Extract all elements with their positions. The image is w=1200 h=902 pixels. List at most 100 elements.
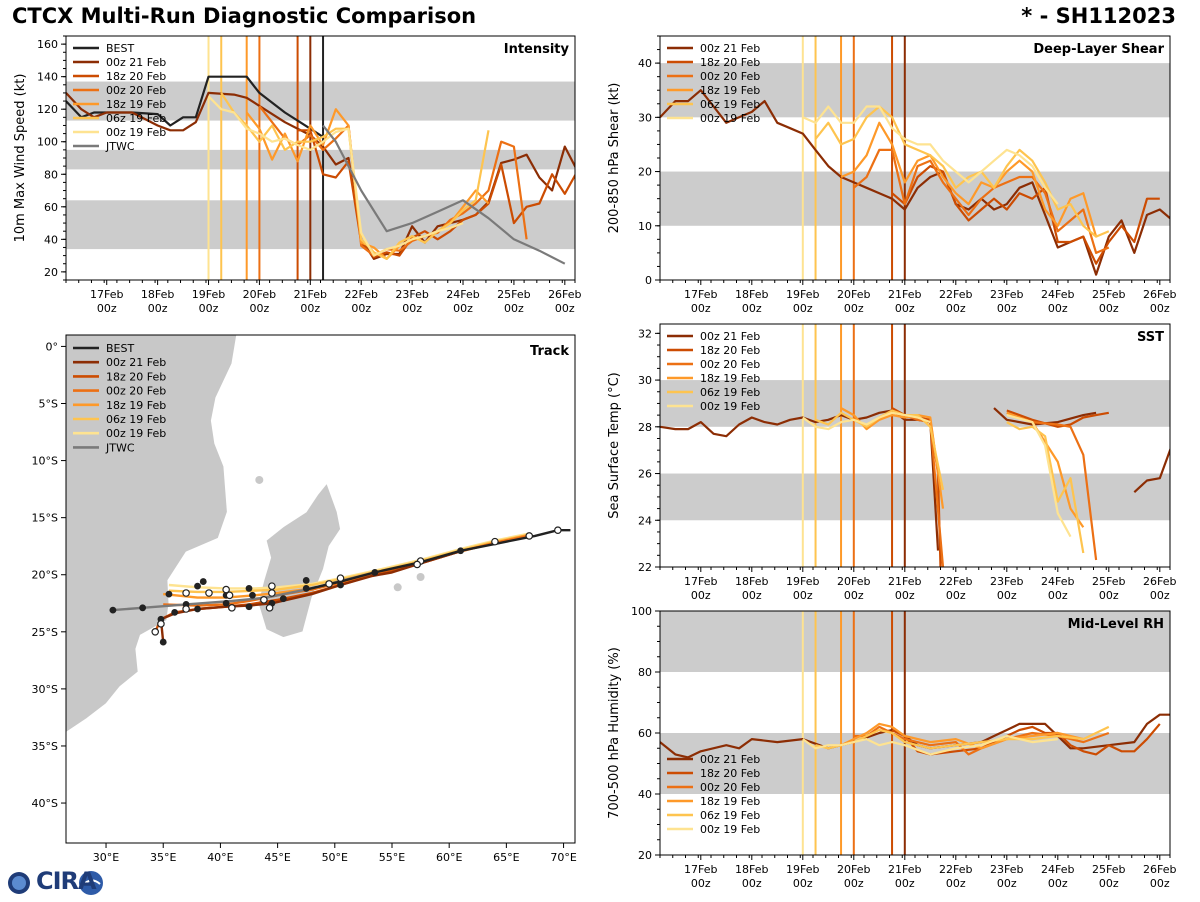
x-tick-label: 00z [148,302,168,315]
track-marker-filled [457,547,465,555]
legend-label: 06z 19 Feb [700,809,760,822]
series-line-best-0 [66,75,324,138]
track-marker-filled [165,590,173,598]
x-tick-label: 21Feb [294,288,327,301]
panel-title: SST [1137,330,1164,345]
x-tick-label: 18Feb [141,288,174,301]
y-tick-label: 40 [44,233,58,246]
legend-label: 18z 19 Feb [700,84,760,97]
x-tick-label: 00z [351,302,371,315]
x-tick-label: 00z [742,302,762,315]
cira-logo-graphic [8,871,103,895]
track-marker-open [325,580,333,588]
x-tick-label: 23Feb [990,288,1023,301]
x-tick-label: 00z [895,877,915,890]
y-tick-label: 80 [44,168,58,181]
track-marker-filled [194,582,201,590]
track-marker-open [225,591,234,600]
x-tick-label: 19Feb [786,575,819,588]
legend-label: 00z 19 Feb [700,400,760,413]
x-tick-label: 25Feb [1092,575,1125,588]
panel-title: Track [530,344,569,359]
x-tick-label: 25Feb [1092,863,1125,876]
band-1 [660,63,1170,118]
series-line-06z-19-feb-1 [1006,421,1085,554]
y-tick-label: 40 [638,57,652,70]
x-tick-label: 35°E [150,851,176,864]
panel-track: 30°E 35°E 40°E 45°E 50°E 55°E 60°E 65°E 70°E 0° 5°… [32,334,577,864]
panel-intensity: 2040608010012014016017Feb00z18Feb00z19Fe… [13,35,582,315]
x-tick-label: 00z [997,302,1017,315]
series-line-18z-19-feb-0 [840,722,1084,750]
x-tick-label: 00z [402,302,422,315]
series-line-18z-20-feb-0 [297,129,575,259]
x-tick-label: 21Feb [888,288,921,301]
track-marker-open [228,604,236,612]
legend-label: 18z 20 Feb [106,370,166,383]
track-marker-filled [245,603,253,611]
x-tick-label: 18Feb [735,575,768,588]
y-axis-label: 700-500 hPa Humidity (%) [607,647,622,819]
series-line-18z-19-feb-0 [840,121,1098,237]
x-tick-label: 00z [793,589,813,602]
legend-label: BEST [106,342,134,355]
y-tick-label: 20 [44,266,58,279]
legend-label: 18z 20 Feb [700,56,760,69]
y-tick-label: 0° [46,340,59,353]
track-marker-filled [199,578,207,585]
track-marker-open [265,604,274,612]
track-marker-open [491,537,499,546]
series-line-00z-19-feb-1 [1006,414,1072,538]
x-tick-label: 00z [844,589,864,602]
x-tick-label: 00z [946,589,966,602]
x-tick-label: 55°E [379,851,405,864]
x-tick-label: 50°E [322,851,348,864]
track-marker-filled [109,606,117,614]
x-tick-label: 19Feb [786,863,819,876]
x-tick-label: 23Feb [990,575,1023,588]
x-tick-label: 00z [1048,589,1068,602]
legend-label: 00z 19 Feb [106,126,166,139]
x-tick-label: 19Feb [192,288,225,301]
page-title: CTCX Multi-Run Diagnostic Comparison [12,4,477,28]
legend-label: 00z 21 Feb [700,753,760,766]
track-marker-filled [302,577,310,584]
map-group [66,335,571,733]
x-tick-label: 30°E [93,851,119,864]
track-marker-open [268,582,276,590]
x-tick-label: 00z [997,877,1017,890]
legend-label: 00z 20 Feb [106,385,166,398]
series-line-18z-20-feb-1 [1006,409,1109,428]
legend-label: BEST [106,42,134,55]
track-marker-open [268,589,276,597]
y-tick-label: 80 [638,666,652,679]
x-tick-label: 00z [504,302,524,315]
x-tick-label: 00z [1099,589,1119,602]
legend-label: 18z 20 Feb [700,344,760,357]
y-tick-label: 140 [37,71,58,84]
track-marker-filled [337,581,344,589]
band-0 [660,171,1170,226]
series-group [660,407,1170,567]
track-marker-filled [139,604,147,612]
y-tick-label: 32 [638,327,652,340]
series-line-00z-21-feb-2 [1133,447,1170,494]
x-tick-label: 00z [1048,302,1068,315]
band-1 [660,611,1170,672]
track-marker-open [525,532,534,540]
track-marker-filled [159,638,167,646]
x-tick-label: 00z [1150,877,1170,890]
x-tick-label: 18Feb [735,863,768,876]
legend-label: 00z 20 Feb [106,84,166,97]
legend-label: 18z 20 Feb [700,767,760,780]
legend-label: JTWC [105,441,135,454]
y-tick-label: 40°S [32,797,58,810]
y-tick-label: 0 [645,274,652,287]
series-line-00z-19-feb-0 [207,95,464,257]
x-tick-label: 17Feb [684,288,717,301]
x-tick-label: 22Feb [344,288,377,301]
africa-land [66,335,238,733]
legend-label: 00z 21 Feb [106,356,166,369]
series-line-00z-19-feb-0 [802,105,1059,205]
series-line-18z-19-feb-0 [840,407,945,509]
